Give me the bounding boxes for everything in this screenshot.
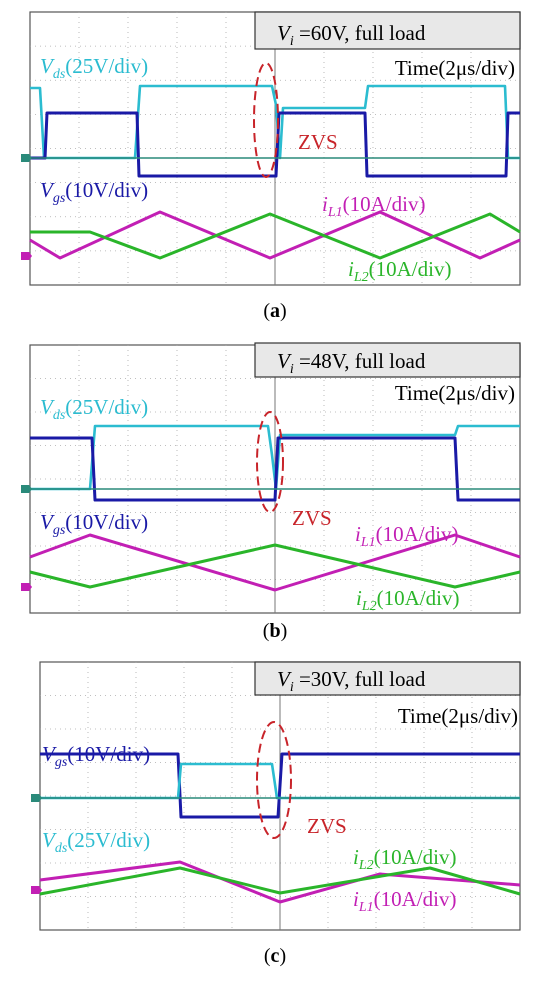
- channel-marker-2-a: [21, 252, 32, 260]
- label-il1-c: iL1(10A/div): [353, 887, 456, 915]
- channel-marker-1-c: [31, 794, 42, 802]
- zvs-label-a: ZVS: [298, 130, 338, 154]
- label-vgs-b: Vgs(10V/div): [40, 510, 148, 538]
- caption-b: (b): [262, 620, 288, 642]
- channel-marker-2-b: [21, 583, 32, 591]
- label-il1-b: iL1(10A/div): [355, 522, 458, 550]
- trace-il2-c: [39, 866, 521, 896]
- zvs-label-b: ZVS: [292, 506, 332, 530]
- trace-il1-b: [29, 533, 521, 592]
- panel-b: Vi =48V, full load Time(2μs/div) ZVS Vds(25…: [0, 335, 550, 655]
- label-vds-c: Vds(25V/div): [42, 828, 150, 856]
- header-box-a: [254, 11, 521, 50]
- caption-letter-b: b: [269, 620, 281, 642]
- trace-il2-a: [30, 212, 521, 260]
- zvs-ellipse-c: [256, 721, 292, 839]
- label-vds-b: Vds(25V/div): [40, 395, 148, 423]
- header-box-c: [254, 661, 521, 696]
- caption-letter-c: c: [270, 945, 280, 967]
- label-vgs-c: Vgs(10V/div): [42, 742, 150, 770]
- header-box-b: [254, 342, 521, 378]
- label-il2-a: iL2(10A/div): [348, 257, 451, 285]
- header-text-b: Vi =48V, full load: [277, 349, 426, 377]
- label-vgs-a: Vgs(10V/div): [40, 178, 148, 206]
- zvs-ellipse-b: [256, 411, 284, 513]
- label-il2-c: iL2(10A/div): [353, 845, 456, 873]
- time-scale-b: Time(2μs/div): [395, 381, 515, 405]
- channel-marker-1-b: [21, 485, 32, 493]
- panel-a: Vi =60V, full load Time(2μs/div) ZVS Vds(25…: [0, 0, 550, 330]
- header-text-a: Vi =60V, full load: [277, 21, 426, 49]
- trace-il1-c: [39, 860, 521, 904]
- time-scale-c: Time(2μs/div): [398, 704, 518, 728]
- trace-vgs-c: [40, 752, 520, 819]
- channel-marker-2-c: [31, 886, 42, 894]
- trace-il2-b: [29, 543, 521, 589]
- label-vds-a: Vds(25V/div): [40, 54, 148, 82]
- channel-marker-1-a: [21, 154, 32, 162]
- caption-a: (a): [263, 300, 287, 322]
- header-text-c: Vi =30V, full load: [277, 667, 426, 695]
- scope-plot-c: Vi =30V, full load Time(2μs/div) ZVS Vgs(10…: [31, 661, 521, 931]
- label-il1-a: iL1(10A/div): [322, 192, 425, 220]
- label-il2-b: iL2(10A/div): [356, 586, 459, 614]
- trace-vgs-a: [30, 111, 520, 178]
- trace-vgs-b: [30, 436, 520, 502]
- scope-plot-b: Vi =48V, full load Time(2μs/div) ZVS Vds(25…: [21, 342, 521, 614]
- trace-il1-a: [29, 210, 521, 260]
- zvs-label-c: ZVS: [307, 814, 347, 838]
- zvs-ellipse-a: [253, 62, 279, 178]
- caption-c: (c): [263, 945, 287, 967]
- scope-plot-a: Vi =60V, full load Time(2μs/div) ZVS Vds(25…: [21, 11, 521, 286]
- panel-c: Vi =30V, full load Time(2μs/div) ZVS Vgs(10…: [0, 650, 550, 980]
- caption-letter-a: a: [270, 300, 280, 322]
- time-scale-a: Time(2μs/div): [395, 56, 515, 80]
